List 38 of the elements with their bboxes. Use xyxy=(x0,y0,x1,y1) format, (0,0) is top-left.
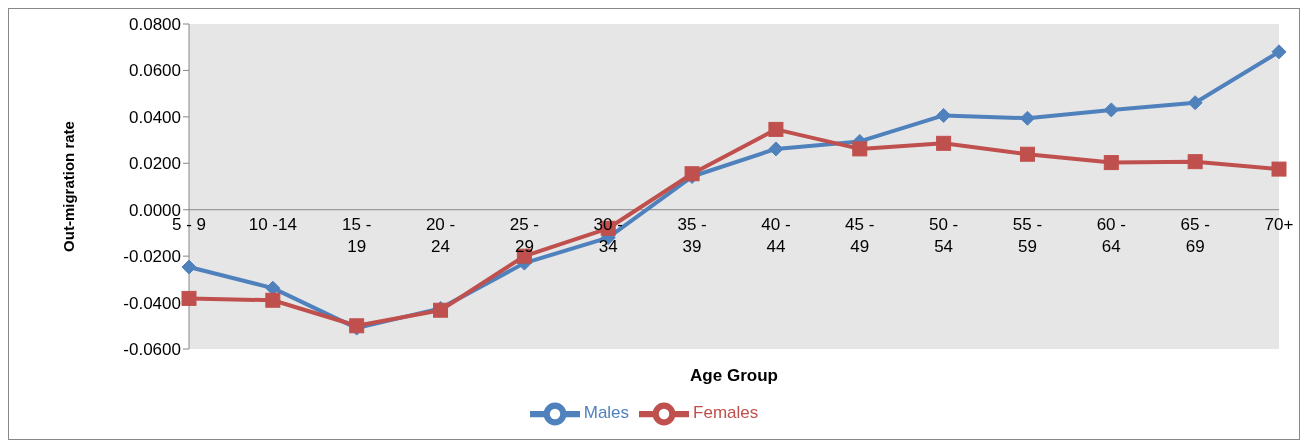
y-tick-label: 0.0400 xyxy=(129,107,181,127)
point xyxy=(852,141,868,157)
point xyxy=(181,259,197,275)
point xyxy=(1187,154,1203,170)
x-tick-label: 10 -14 xyxy=(248,214,297,234)
x-tick-label: 70+ xyxy=(1264,214,1294,234)
y-tick-label: 0.0200 xyxy=(129,154,181,174)
x-tick-label: 65 - 69 xyxy=(1180,214,1210,256)
x-tick-label: 45 - 49 xyxy=(845,214,875,256)
x-tick-label: 40 - 44 xyxy=(761,214,791,256)
y-tick-label: 0.0600 xyxy=(129,61,181,81)
x-tick-label: 60 - 64 xyxy=(1096,214,1126,256)
x-axis-title: Age Group xyxy=(690,366,778,385)
point xyxy=(936,135,952,151)
legend-label: Females xyxy=(693,403,759,423)
point xyxy=(1271,44,1287,60)
point xyxy=(768,121,784,137)
point xyxy=(1019,146,1035,162)
x-tick-label: 20 - 24 xyxy=(425,214,456,256)
x-tick-label: 35 - 39 xyxy=(677,214,707,256)
x-tick-label: 50 - 54 xyxy=(928,214,959,256)
point xyxy=(1271,161,1287,177)
point xyxy=(265,280,281,296)
y-tick-label: -0.0400 xyxy=(123,293,181,313)
point xyxy=(1103,155,1119,171)
point xyxy=(1187,95,1203,111)
legend-label: Males xyxy=(583,403,630,423)
point xyxy=(181,290,197,306)
point xyxy=(1103,102,1119,118)
x-tick-label: 55 - 59 xyxy=(1012,214,1043,256)
point xyxy=(265,292,281,308)
point xyxy=(768,141,784,157)
point xyxy=(936,107,952,123)
y-tick-label: -0.0200 xyxy=(123,247,181,267)
y-tick-label: 0.0800 xyxy=(129,15,181,35)
y-axis-title: Out-migration rate xyxy=(60,121,78,252)
x-tick-label: 15 - 19 xyxy=(342,214,372,256)
y-tick-label: -0.0600 xyxy=(123,340,181,360)
